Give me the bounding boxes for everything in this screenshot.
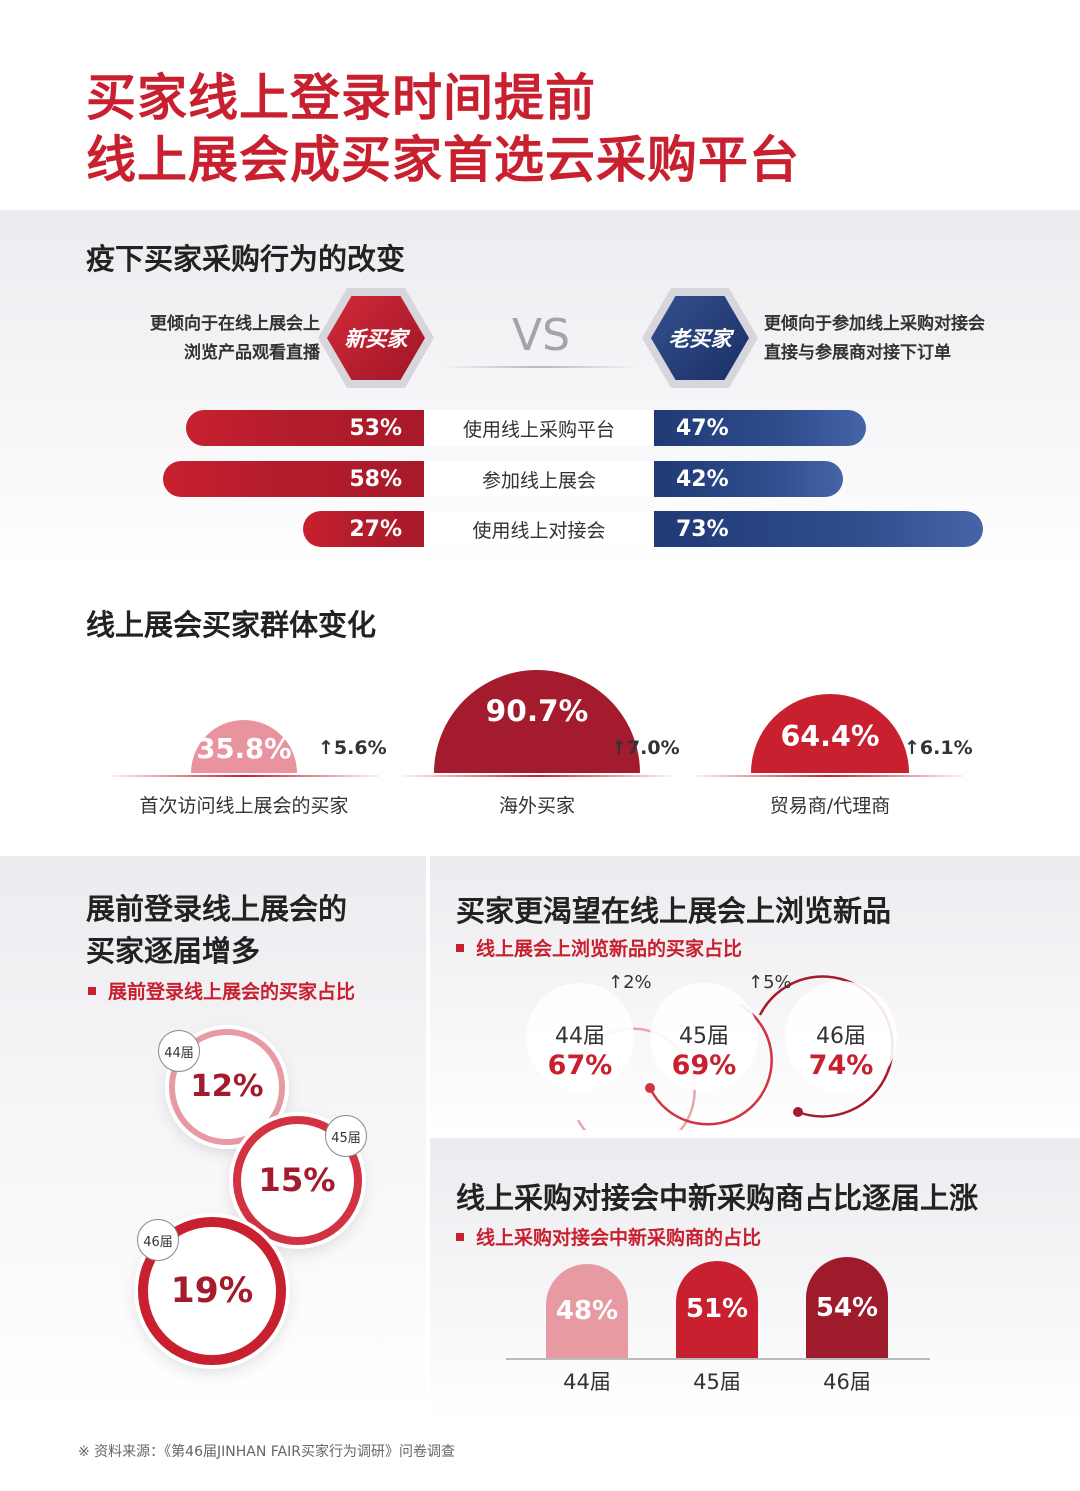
old-buyer-description: 更倾向于参加线上采购对接会 直接与参展商对接下订单 (764, 310, 985, 368)
page-title-line-1: 买家线上登录时间提前 (86, 69, 596, 127)
behavior-category-label: 参加线上展会 (424, 461, 654, 497)
new-buyer-description-line-2: 浏览产品观看直播 (184, 343, 320, 363)
section-newproducts-subtitle: 线上展会上浏览新品的买家占比 (456, 934, 742, 961)
newbuyer-session-label: 44届 (563, 1370, 611, 1394)
session-label: 46届 (816, 1024, 866, 1049)
group-baseline (110, 775, 380, 777)
new-buyer-description: 更倾向于在线上展会上 浏览产品观看直播 (100, 310, 320, 368)
old-buyer-bar: 47% (654, 410, 866, 446)
session-change-label: ↑5% (748, 972, 792, 993)
page-title-line-2: 线上展会成买家首选云采购平台 (86, 131, 800, 189)
behavior-category-label: 使用线上对接会 (424, 511, 654, 547)
group-category-label: 贸易商/代理商 (769, 795, 891, 817)
group-category-label: 首次访问线上展会的买家 (139, 795, 349, 817)
column-baseline (506, 1358, 930, 1360)
session-change-label: ↑2% (608, 972, 652, 993)
section-behavior-title: 疫下买家采购行为的改变 (86, 242, 406, 276)
group-semicircle: 90.7% (433, 669, 641, 773)
section-groups-title: 线上展会买家群体变化 (86, 608, 377, 642)
preregister-ring: 19% (138, 1217, 286, 1365)
session-tag: 44届 (158, 1030, 200, 1072)
section-newbuyers-subtitle-text: 线上采购对接会中新采购商的占比 (476, 1227, 762, 1249)
preregister-ring: 15% (232, 1115, 362, 1245)
group-semicircle: 64.4% (750, 693, 910, 773)
old-buyer-bar: 73% (654, 511, 983, 547)
old-buyer-description-line-2: 直接与参展商对接下订单 (764, 343, 951, 363)
old-buyer-bar: 42% (654, 461, 843, 497)
newbuyer-column: 48% (546, 1264, 628, 1358)
old-buyer-badge: 老买家 (642, 288, 758, 388)
group-semicircle: 35.8% (191, 720, 297, 773)
group-change-label: ↑6.1% (904, 737, 973, 759)
new-buyer-badge-label: 新买家 (327, 296, 425, 380)
group-category-label: 海外买家 (498, 795, 575, 817)
bullet-square (456, 943, 464, 952)
section-newbuyers-background (430, 1138, 1080, 1418)
section-preregister-title-line-2: 买家逐届增多 (86, 934, 261, 968)
session-label: 45届 (679, 1024, 729, 1049)
new-buyer-bar: 58% (163, 461, 424, 497)
new-buyer-bar: 27% (302, 511, 424, 547)
new-buyer-badge: 新买家 (318, 288, 434, 388)
group-baseline (694, 775, 964, 777)
newbuyer-session-label: 46届 (823, 1370, 871, 1394)
session-value-group: 45届 69% (644, 1018, 764, 1081)
group-change-label: ↑5.6% (318, 737, 387, 759)
session-label: 44届 (555, 1024, 605, 1049)
section-preregister-subtitle: 展前登录线上展会的买家占比 (88, 977, 355, 1004)
new-buyer-bar: 53% (185, 410, 424, 446)
session-percentage: 69% (671, 1050, 737, 1081)
old-buyer-badge-label: 老买家 (651, 296, 749, 380)
old-buyer-description-line-1: 更倾向于参加线上采购对接会 (764, 314, 985, 334)
behavior-category-label: 使用线上采购平台 (424, 410, 654, 446)
section-newbuyers-title: 线上采购对接会中新采购商占比逐届上涨 (456, 1181, 979, 1215)
new-buyer-description-line-1: 更倾向于在线上展会上 (150, 314, 320, 334)
group-baseline (402, 775, 672, 777)
source-footnote: ※ 资料来源：《第46届JINHAN FAIR买家行为调研》问卷调查 (78, 1444, 455, 1460)
session-percentage: 74% (808, 1050, 874, 1081)
section-preregister-title: 展前登录线上展会的 买家逐届增多 (86, 888, 347, 972)
section-preregister-title-line-1: 展前登录线上展会的 (86, 892, 348, 926)
newproducts-chain-graphic (526, 975, 897, 1130)
section-newproducts-subtitle-text: 线上展会上浏览新品的买家占比 (476, 938, 743, 960)
session-tag: 46届 (137, 1219, 179, 1261)
session-tag: 45届 (325, 1115, 367, 1157)
session-percentage: 67% (547, 1050, 613, 1081)
section-behavior-background (0, 210, 1080, 570)
newbuyer-session-label: 45届 (693, 1370, 741, 1394)
vs-divider (440, 366, 640, 368)
session-value-group: 46届 74% (781, 1018, 901, 1081)
session-value-group: 44届 67% (520, 1018, 640, 1081)
bullet-square (456, 1232, 464, 1241)
section-newproducts-background (430, 856, 1080, 1136)
section-newbuyers-subtitle: 线上采购对接会中新采购商的占比 (456, 1223, 761, 1250)
bullet-square (88, 986, 96, 995)
vs-label: VS (512, 310, 571, 361)
newbuyer-column: 51% (676, 1260, 758, 1358)
newbuyer-column: 54% (806, 1257, 888, 1358)
section-newproducts-title: 买家更渴望在线上展会上浏览新品 (456, 894, 892, 928)
group-change-label: ↑7.0% (611, 737, 680, 759)
section-preregister-subtitle-text: 展前登录线上展会的买家占比 (108, 981, 356, 1003)
